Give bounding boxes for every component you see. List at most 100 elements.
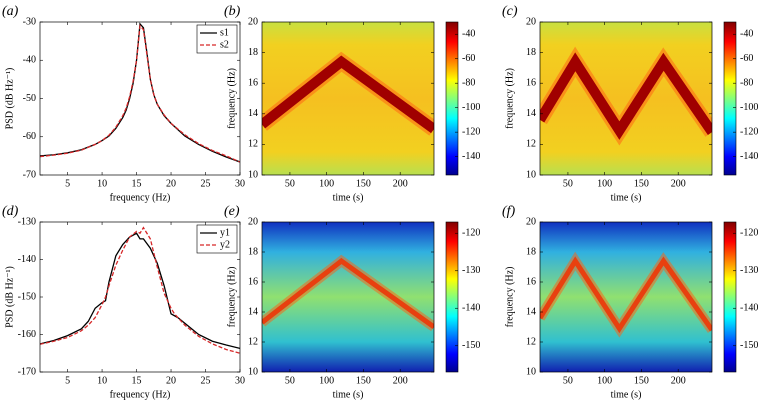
y-axis-label: frequency (Hz): [504, 267, 515, 328]
y-tick-label: 20: [526, 216, 536, 227]
spectral-ridge: [540, 256, 712, 334]
series-line: [40, 232, 240, 350]
colorbar-tick-label: -120: [740, 126, 758, 137]
x-tick-label: 30: [235, 375, 245, 386]
colorbar-tick-label: -100: [462, 102, 480, 113]
x-tick-label: 20: [166, 375, 176, 386]
y-axis-label: PSD (dB Hz⁻¹): [4, 68, 15, 130]
y-tick-label: 14: [526, 108, 536, 119]
panel-label: (f): [502, 204, 516, 219]
y-tick-label: 16: [248, 77, 258, 88]
spectral-ridge: [262, 257, 434, 330]
y-tick-label: 14: [526, 306, 536, 317]
y-tick-label: 10: [248, 169, 258, 180]
axes-frame: [539, 21, 713, 176]
x-tick-label: 200: [393, 375, 408, 386]
colorbar-tick-label: -140: [740, 303, 758, 314]
x-tick-label: 50: [285, 375, 295, 386]
legend-box: [196, 24, 238, 54]
y-tick-label: 10: [526, 169, 536, 180]
y-tick-label: 18: [248, 47, 258, 58]
y-tick-label: 20: [248, 216, 258, 227]
colorbar-tick-label: -60: [462, 53, 475, 64]
colorbar-tick-label: -140: [740, 151, 758, 162]
y-tick-label: 14: [248, 108, 258, 119]
colorbar-tick-label: -150: [740, 340, 758, 351]
colorbar: [445, 221, 459, 373]
x-tick-label: 100: [319, 375, 334, 386]
y-tick-label: -40: [23, 55, 36, 66]
y-tick-label: -70: [23, 169, 36, 180]
y-axis-label: frequency (Hz): [226, 267, 237, 328]
y-tick-label: -30: [23, 16, 36, 27]
colorbar-tick-label: -40: [462, 29, 475, 40]
y-tick-label: 16: [526, 276, 536, 287]
x-tick-label: 10: [97, 178, 107, 189]
y-tick-label: -150: [18, 291, 36, 302]
x-axis-label: time (s): [333, 389, 364, 400]
colorbar-tick-label: -140: [462, 303, 480, 314]
y-tick-label: -160: [18, 329, 36, 340]
colorbar-tick-label: -80: [740, 77, 753, 88]
x-tick-label: 150: [356, 178, 371, 189]
x-tick-label: 25: [201, 178, 211, 189]
panel-label: (b): [224, 4, 241, 19]
colorbar-tick-label: -120: [462, 228, 480, 239]
x-tick-label: 150: [634, 178, 649, 189]
colorbar-tick-label: -60: [740, 53, 753, 64]
y-tick-label: 18: [248, 246, 258, 257]
axes-frame: [539, 221, 713, 373]
x-tick-label: 150: [634, 375, 649, 386]
x-tick-label: 30: [235, 178, 245, 189]
y-tick-label: -60: [23, 131, 36, 142]
y-tick-label: -170: [18, 366, 36, 377]
axes-frame: [261, 221, 435, 373]
x-axis-label: time (s): [333, 192, 364, 203]
colorbar-tick-label: -130: [462, 265, 480, 276]
x-tick-label: 20: [166, 178, 176, 189]
y-tick-label: 14: [248, 306, 258, 317]
colorbar-tick-label: -80: [462, 77, 475, 88]
x-tick-label: 50: [285, 178, 295, 189]
x-axis-label: time (s): [611, 389, 642, 400]
colorbar-tick-label: -120: [462, 126, 480, 137]
legend-label: y2: [220, 239, 230, 250]
panel-label: (e): [224, 204, 240, 219]
series-line: [40, 24, 240, 163]
colorbar: [445, 21, 459, 176]
axes-frame: [261, 21, 435, 176]
colorbar: [723, 21, 737, 176]
colorbar: [723, 221, 737, 373]
x-tick-label: 15: [132, 375, 142, 386]
colorbar-tick-label: -100: [740, 102, 758, 113]
y-tick-label: 10: [248, 366, 258, 377]
y-tick-label: 20: [248, 16, 258, 27]
spectral-ridge: [262, 55, 434, 134]
y-tick-label: -140: [18, 254, 36, 265]
x-tick-label: 50: [563, 178, 573, 189]
x-axis-label: frequency (Hz): [110, 389, 171, 400]
y-axis-label: frequency (Hz): [226, 68, 237, 129]
colorbar-tick-label: -40: [740, 29, 753, 40]
panel-label: (c): [502, 4, 518, 19]
y-tick-label: 16: [526, 77, 536, 88]
colorbar-tick-label: -120: [740, 228, 758, 239]
y-tick-label: 16: [248, 276, 258, 287]
x-tick-label: 200: [671, 375, 686, 386]
x-tick-label: 25: [201, 375, 211, 386]
y-axis-label: PSD (dB Hz⁻¹): [4, 266, 15, 328]
x-axis-label: time (s): [611, 192, 642, 203]
y-tick-label: 10: [526, 366, 536, 377]
panel-label: (a): [2, 4, 19, 19]
x-tick-label: 100: [597, 375, 612, 386]
legend-box: [196, 224, 238, 254]
x-tick-label: 5: [65, 178, 70, 189]
x-tick-label: 100: [597, 178, 612, 189]
x-tick-label: 50: [563, 375, 573, 386]
panel-label: (d): [2, 204, 19, 219]
x-tick-label: 150: [356, 375, 371, 386]
series-line: [40, 22, 240, 163]
legend-label: s1: [220, 27, 229, 38]
